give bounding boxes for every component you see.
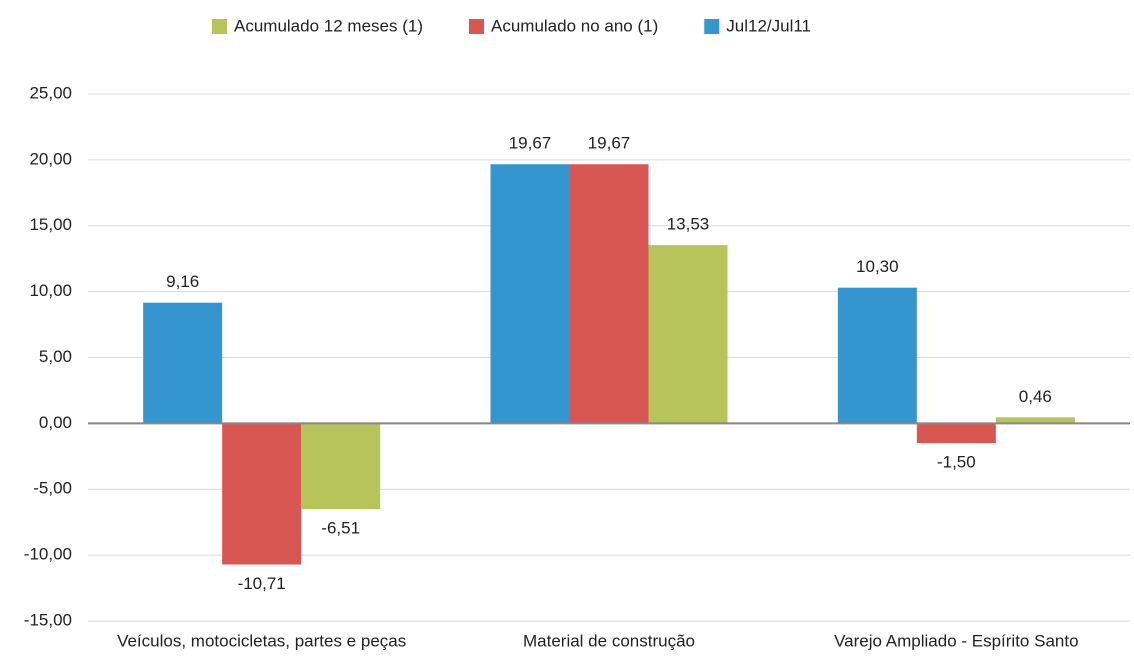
y-tick-label: -10,00: [24, 545, 72, 564]
data-label: 9,16: [166, 272, 199, 291]
data-label: -1,50: [937, 453, 976, 472]
y-tick-label: 0,00: [39, 413, 72, 432]
bar: [143, 302, 223, 424]
bar: [995, 417, 1075, 424]
data-label: 19,67: [509, 134, 552, 153]
data-label: 19,67: [588, 134, 631, 153]
x-tick-label: Material de construção: [523, 631, 695, 650]
y-tick-label: 25,00: [29, 83, 72, 102]
y-tick-label: 15,00: [29, 215, 72, 234]
legend-swatch: [212, 19, 227, 34]
y-tick-label: 20,00: [29, 149, 72, 168]
bar: [916, 423, 996, 444]
legend-label: Acumulado 12 meses (1): [234, 16, 423, 35]
bar: [837, 287, 917, 424]
y-tick-label: -15,00: [24, 610, 72, 629]
legend-swatch: [468, 19, 484, 34]
bar: [222, 423, 302, 565]
x-tick-label: Varejo Ampliado - Espírito Santo: [834, 631, 1078, 650]
x-tick-label: Veículos, motocicletas, partes e peças: [117, 631, 406, 650]
bar: [490, 164, 570, 424]
y-tick-label: 10,00: [29, 281, 72, 300]
y-tick-label: 5,00: [39, 347, 72, 366]
data-label: 13,53: [667, 215, 710, 234]
legend-swatch: [704, 19, 720, 34]
data-label: 10,30: [856, 257, 899, 276]
data-label: 0,46: [1019, 387, 1052, 406]
data-label: -10,71: [238, 574, 286, 593]
legend-label: Jul12/Jul11: [726, 16, 811, 35]
data-label: -6,51: [321, 519, 360, 538]
bar: [569, 164, 649, 424]
y-tick-label: -5,00: [33, 479, 72, 498]
bar: [648, 245, 728, 424]
bar: [301, 423, 381, 510]
legend-label: Acumulado no ano (1): [491, 16, 658, 35]
